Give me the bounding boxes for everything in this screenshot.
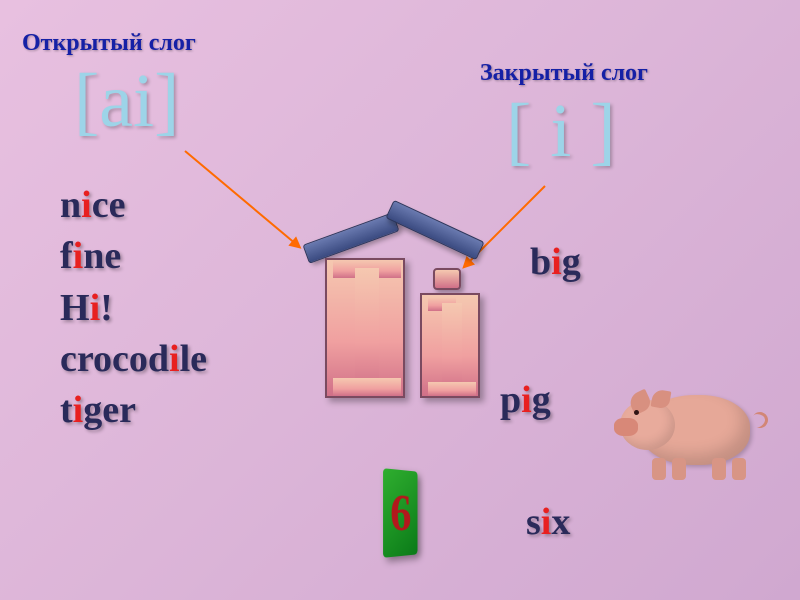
open-ipa: [ai] [74, 58, 179, 145]
word-pig: pig [500, 378, 551, 422]
pig-illustration [620, 370, 770, 480]
digit-six-card: 6 [383, 468, 417, 558]
closed-ipa: [ i ] [506, 88, 616, 175]
word-big: big [530, 240, 581, 284]
word-hi: Hi! [60, 283, 207, 334]
word-tiger: tiger [60, 385, 207, 436]
word-fine: fine [60, 231, 207, 282]
word-crocodile: crocodile [60, 334, 207, 385]
open-syllable-heading: Открытый слог [22, 30, 196, 57]
lower-i-dot [433, 268, 461, 290]
roof-shape [385, 200, 484, 260]
word-nice: nice [60, 180, 207, 231]
closed-syllable-heading: Закрытый слог [480, 60, 648, 87]
capital-i-shape [325, 258, 405, 398]
word-six: six [526, 500, 570, 544]
open-word-list: nice fine Hi! crocodile tiger [60, 180, 207, 436]
lower-i-shape [420, 293, 480, 398]
letter-ii-3d [315, 238, 505, 413]
roof-shape [302, 212, 399, 264]
